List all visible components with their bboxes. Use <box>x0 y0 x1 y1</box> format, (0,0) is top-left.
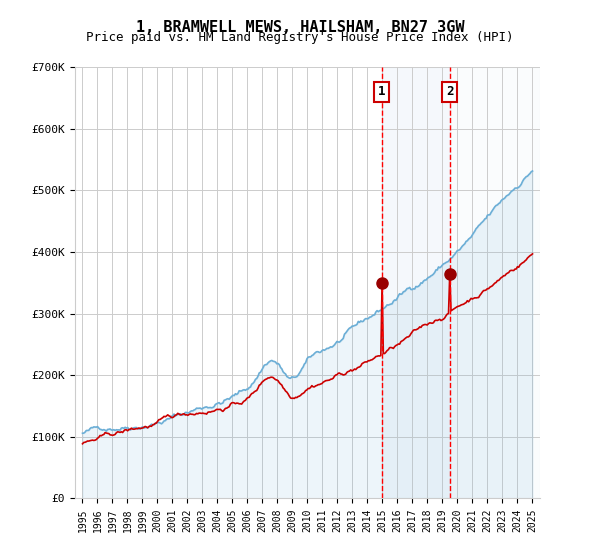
Text: 1, BRAMWELL MEWS, HAILSHAM, BN27 3GW: 1, BRAMWELL MEWS, HAILSHAM, BN27 3GW <box>136 20 464 35</box>
Bar <box>382 67 449 498</box>
Bar <box>449 67 540 498</box>
Text: 1: 1 <box>378 85 385 99</box>
Text: Price paid vs. HM Land Registry's House Price Index (HPI): Price paid vs. HM Land Registry's House … <box>86 31 514 44</box>
Text: 2: 2 <box>446 85 453 99</box>
